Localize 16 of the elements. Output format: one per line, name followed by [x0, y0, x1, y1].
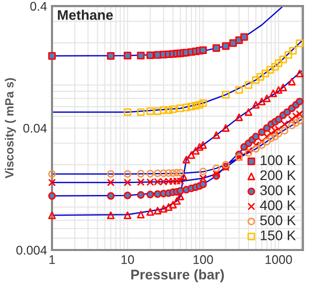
x-tick-label: 10	[122, 255, 134, 264]
y-tick-label: 0.004	[16, 246, 47, 255]
y-tick-label: 0.4	[30, 2, 47, 11]
y-tick-label: 0.04	[23, 124, 47, 133]
x-tick-label: 100	[194, 255, 213, 264]
legend-label: 200 K	[260, 170, 296, 180]
legend-label: 300 K	[260, 185, 296, 196]
legend-label: 150 K	[260, 230, 296, 240]
legend-label: 500 K	[260, 215, 296, 226]
x-tick-label: 1	[49, 255, 55, 264]
chart-title: Methane	[58, 10, 113, 20]
legend-label: 400 K	[260, 200, 296, 210]
x-axis-title: Pressure (bar)	[131, 269, 224, 282]
y-axis-title: Viscosity ( mPa s)	[4, 78, 16, 178]
legend-label: 100 K	[260, 155, 296, 166]
x-tick-label: 1000	[266, 255, 292, 264]
